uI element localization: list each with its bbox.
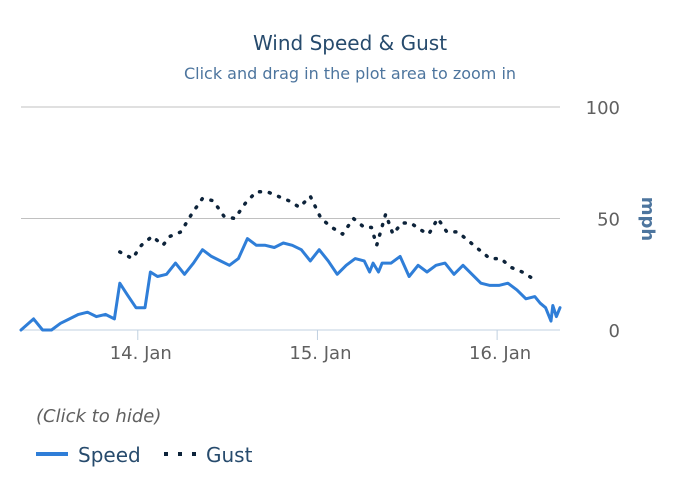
x-tick-label: 15. Jan [289,343,351,364]
series-line-gust[interactable] [118,189,535,281]
y-tick-label: 100 [586,98,620,119]
legend-label-gust: Gust [206,443,253,467]
x-tick-label: 14. Jan [110,343,172,364]
y-axis: 0 50 100 [586,98,620,342]
legend-item-speed[interactable]: Speed [36,443,141,467]
x-axis: 14. Jan 15. Jan 16. Jan [110,330,531,364]
y-tick-label: 0 [609,321,620,342]
y-tick-label: 50 [597,210,620,231]
grid-lines [21,106,560,331]
chart-title: Wind Speed & Gust [253,31,447,55]
series-line-speed[interactable] [19,237,562,332]
legend-item-gust[interactable]: Gust [164,443,253,467]
legend-hint: (Click to hide) [36,406,161,427]
x-tick-label: 16. Jan [469,343,531,364]
legend-label-speed: Speed [78,443,141,467]
plot-area[interactable] [19,189,562,332]
y-axis-label: mph [637,197,658,241]
chart-subtitle: Click and drag in the plot area to zoom … [184,64,516,83]
